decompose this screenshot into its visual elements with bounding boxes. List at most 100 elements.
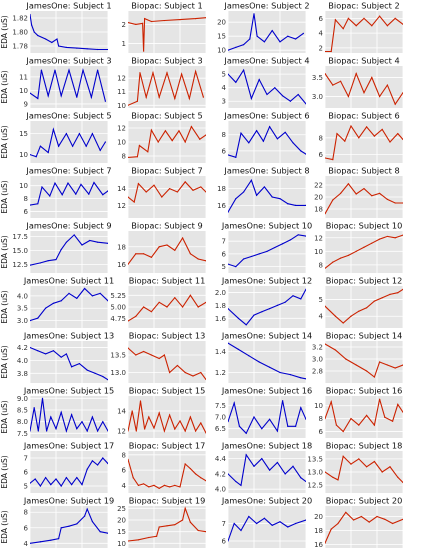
data-point [67,182,69,184]
data-point [373,376,375,378]
data-point [200,477,202,479]
data-point [282,400,284,402]
data-point [54,182,56,184]
data-point [143,50,145,52]
data-point [342,322,344,324]
subplot-35: 4.0 4.2 4.4 JamesOne: Subject 18 [215,441,312,494]
data-point [228,73,229,75]
data-point [158,301,160,303]
y-tick-label: 15.0 [12,247,28,255]
data-point [332,261,334,263]
data-point [274,246,276,249]
subplot-title: Biopac: Subject 18 [326,441,403,451]
subplot-title: Biopac: Subject 5 [131,111,202,121]
subplot-title: Biopac: Subject 14 [326,331,403,341]
y-tick-label: 8 [319,415,323,423]
data-point [128,320,129,322]
subplot-title: Biopac: Subject 4 [328,56,399,66]
data-point [153,484,155,486]
data-point [41,397,44,399]
data-point [30,482,31,484]
y-tick-label: 2 [319,44,323,52]
data-point [305,235,306,237]
data-point [300,377,302,379]
data-point [139,72,141,74]
y-tick-label: 2 [122,21,126,29]
y-tick-label: 8 [122,153,126,161]
subplot-13: 6 8 10 JamesOne: Subject 7 EDA (uS) [0,166,112,218]
data-point [37,97,39,100]
data-point [37,430,39,432]
y-axis-label: EDA (uS) [0,125,9,158]
data-point [52,128,55,130]
data-point [102,375,104,378]
y-tick-label: 3.2 [312,344,323,352]
y-axis-label: EDA (uS) [0,15,9,48]
data-point [402,138,403,141]
series-line [325,15,403,53]
data-point [402,23,403,25]
subplot-title: JamesOne: Subject 6 [223,111,309,121]
data-point [263,41,265,43]
data-point [163,484,165,486]
y-tick-label: 14 [117,185,126,193]
y-tick-label: 11 [117,88,126,96]
data-point [235,156,237,158]
y-tick-label: 15 [117,528,126,536]
plot-background [228,11,306,53]
data-point [300,407,302,409]
data-point [347,254,349,256]
y-tick-label: 8 [24,509,28,517]
data-point [355,73,357,75]
subplot-title: Biopac: Subject 17 [129,441,206,451]
data-point [30,24,33,26]
data-point [402,364,403,366]
plot-background [128,176,206,218]
data-point [381,471,383,473]
data-point [256,130,258,132]
data-point [276,461,278,464]
y-tick-label: 5 [222,71,226,79]
plot-background [30,286,108,328]
data-point [200,371,202,374]
data-point [58,145,60,147]
data-point [99,531,101,533]
data-point [91,416,93,418]
y-tick-label: 12 [314,234,323,242]
y-tick-label: 7 [222,520,226,528]
data-point [253,416,255,418]
data-point [355,364,357,366]
data-point [55,478,57,480]
y-tick-label: 20 [217,19,226,27]
data-point [289,239,291,241]
y-tick-label: 4 [24,540,29,548]
data-point [78,133,80,135]
data-point [132,477,134,479]
data-point [107,532,108,534]
data-point [200,186,202,188]
y-tick-label: 3.5 [17,305,28,313]
series-line [128,347,206,380]
data-point [330,50,332,53]
data-point [158,96,160,98]
data-point [228,540,229,542]
data-point [379,361,381,363]
data-point [174,524,176,526]
y-tick-label: 6 [24,524,29,532]
data-point [279,371,281,374]
data-point [363,188,365,190]
data-point [30,264,31,266]
data-point [128,104,129,106]
data-point [197,306,199,308]
data-point [397,403,399,405]
y-tick-label: 6 [122,467,127,475]
y-tick-label: 12 [117,75,126,83]
series-line [128,17,206,52]
data-point [256,35,258,37]
y-tick-label: 20 [314,194,323,202]
data-point [153,427,155,429]
data-point [30,319,31,322]
data-point [150,311,152,313]
data-point [325,157,326,159]
subplot-title: JamesOne: Subject 14 [221,331,312,341]
